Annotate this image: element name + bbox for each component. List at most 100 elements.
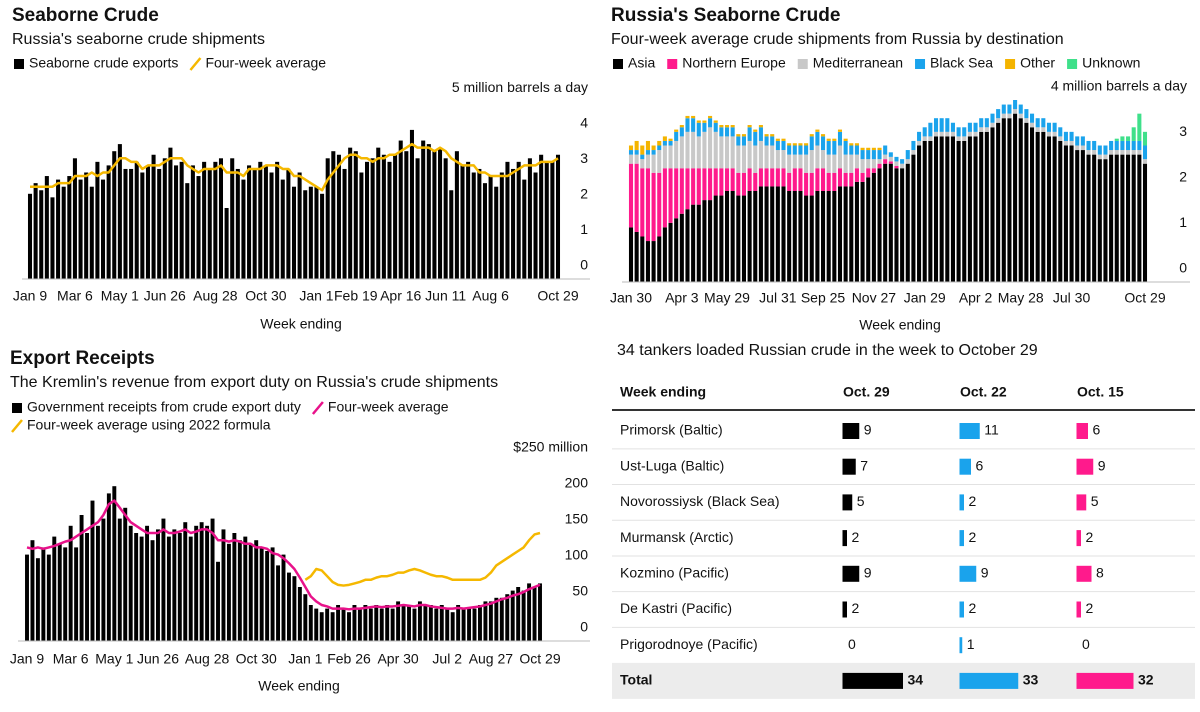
- bar-segment: [713, 120, 718, 123]
- bar: [286, 168, 291, 279]
- bar: [494, 597, 499, 641]
- bar-segment: [866, 159, 871, 169]
- bar-segment: [877, 163, 882, 169]
- bar: [252, 168, 257, 279]
- bar: [292, 576, 297, 641]
- bar-segment: [871, 172, 876, 282]
- bar-segment: [1120, 154, 1125, 282]
- bar: [235, 168, 240, 279]
- table-bar: [959, 494, 964, 511]
- bar-segment: [758, 127, 763, 141]
- bar-segment: [826, 191, 831, 282]
- legend-swatch: [1005, 59, 1016, 69]
- bar-segment: [628, 154, 634, 164]
- table-value: 2: [1086, 529, 1094, 545]
- bar-segment: [1013, 100, 1018, 110]
- bar-segment: [696, 136, 701, 169]
- x-tick-label: Jan 29: [904, 290, 946, 306]
- bar-segment: [792, 143, 797, 146]
- table-bar: [842, 530, 847, 547]
- bar: [550, 161, 555, 279]
- table-bar: [842, 423, 860, 439]
- table-bar: [842, 458, 856, 475]
- bar: [472, 608, 477, 641]
- bar: [499, 172, 504, 279]
- bar: [78, 179, 83, 279]
- bar-segment: [837, 168, 843, 187]
- bar-segment: [674, 131, 679, 141]
- bar: [381, 154, 386, 279]
- bar-segment: [1075, 150, 1080, 282]
- bar-segment: [758, 186, 763, 282]
- table-value: 9: [1098, 457, 1106, 473]
- bar-segment: [900, 159, 905, 164]
- bar: [466, 161, 471, 279]
- legend-label: Unknown: [1082, 55, 1140, 71]
- bar: [308, 186, 313, 279]
- table-bar: [959, 637, 963, 654]
- table-bar: [1076, 494, 1087, 511]
- bar: [522, 179, 527, 279]
- bar-segment: [922, 136, 927, 141]
- line: [304, 531, 541, 587]
- bar-segment: [628, 150, 634, 155]
- bar-segment: [809, 134, 814, 137]
- bar-segment: [1029, 127, 1035, 282]
- bar-segment: [877, 159, 882, 164]
- bar: [494, 186, 499, 279]
- bar-segment: [821, 150, 826, 169]
- bar: [286, 572, 291, 641]
- bar-segment: [843, 172, 848, 187]
- bar-segment: [1001, 118, 1006, 282]
- legend-swatch: [667, 59, 678, 69]
- bar-segment: [741, 136, 747, 146]
- bar: [95, 161, 100, 279]
- bar-segment: [1018, 113, 1023, 119]
- bar-segment: [1041, 118, 1046, 128]
- bar-segment: [1024, 118, 1029, 123]
- x-tick-label: Jan 1: [299, 288, 333, 304]
- chart-subtitle: The Kremlin's revenue from export duty o…: [10, 374, 498, 391]
- bar-segment: [984, 127, 989, 132]
- y-tick-label: 150: [565, 511, 589, 527]
- bar-segment: [781, 168, 786, 187]
- bar-segment: [866, 147, 871, 151]
- bar-segment: [792, 191, 797, 282]
- bar-segment: [821, 168, 826, 191]
- bar-segment: [1046, 136, 1052, 282]
- bar-segment: [843, 186, 848, 282]
- row-label: Total: [620, 672, 652, 688]
- bar: [106, 493, 111, 641]
- bar-segment: [894, 156, 899, 162]
- bar-segment: [883, 163, 888, 282]
- bar-segment: [832, 154, 837, 173]
- bar-segment: [1024, 109, 1029, 119]
- bar-segment: [775, 140, 780, 151]
- bar-segment: [724, 168, 730, 191]
- bar-segment: [860, 181, 865, 282]
- bar-segment: [708, 127, 713, 169]
- legend-swatch: [189, 57, 202, 71]
- bar-segment: [939, 131, 944, 137]
- legend-swatch: [613, 59, 623, 69]
- bar: [162, 158, 167, 279]
- y-tick-label: 3: [580, 150, 588, 166]
- x-tick-label: Nov 27: [852, 290, 897, 306]
- chart-subtitle: Four-week average crude shipments from R…: [611, 31, 1064, 48]
- legend-swatch: [14, 59, 24, 69]
- bar-segment: [996, 109, 1001, 119]
- bar: [363, 605, 368, 641]
- y-tick-label: 1: [1179, 214, 1187, 230]
- y-tick-label: 3: [1179, 123, 1187, 139]
- bar-segment: [775, 138, 780, 141]
- bar-segment: [719, 127, 724, 137]
- bar: [370, 158, 375, 279]
- bar: [505, 594, 510, 641]
- row-label: De Kastri (Pacific): [620, 600, 732, 616]
- bar-segment: [668, 145, 673, 169]
- bar-segment: [837, 145, 843, 169]
- bar: [390, 608, 395, 641]
- bar: [172, 529, 177, 641]
- bar-segment: [758, 168, 763, 187]
- bar-segment: [1131, 154, 1136, 282]
